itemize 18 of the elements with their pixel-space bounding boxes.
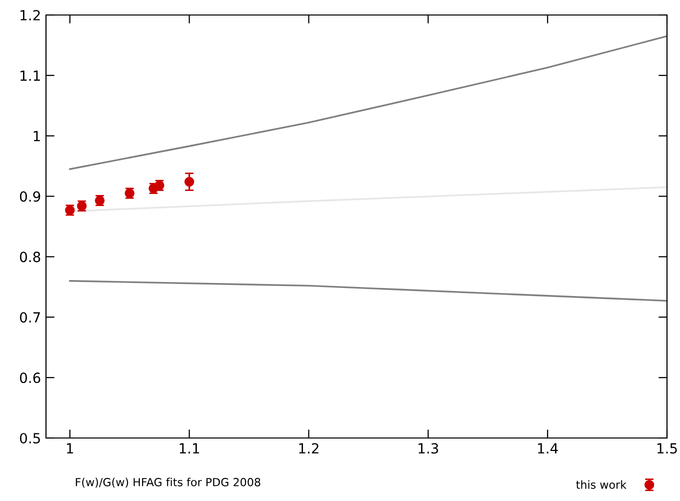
line-series: [69, 35, 667, 170]
legend-label: this work: [576, 480, 627, 489]
x-tick-label: 1.3: [418, 443, 438, 454]
y-tick-label: 0.8: [20, 252, 40, 262]
y-tick-label: 0.5: [20, 432, 40, 444]
x-tick-label: 1.4: [538, 443, 558, 454]
point: [184, 176, 194, 187]
text: F(w)/G(w) HFAG fits for PDG 2008: [76, 478, 260, 488]
y-tick-label: 1.1: [20, 70, 40, 81]
x-tick-label: 1.1: [180, 443, 200, 454]
x-tick-label: 1.5: [657, 443, 677, 454]
y-tick-label: 1.2: [20, 10, 40, 20]
y-tick-label: 0.9: [20, 191, 40, 202]
y-tick-label: 0.7: [20, 312, 40, 323]
y-tick-label: 0.6: [20, 372, 40, 384]
y-tick-label: 1: [34, 131, 40, 142]
x-tick-label: 1: [66, 443, 74, 454]
x-tick-label: 1.2: [299, 443, 318, 454]
